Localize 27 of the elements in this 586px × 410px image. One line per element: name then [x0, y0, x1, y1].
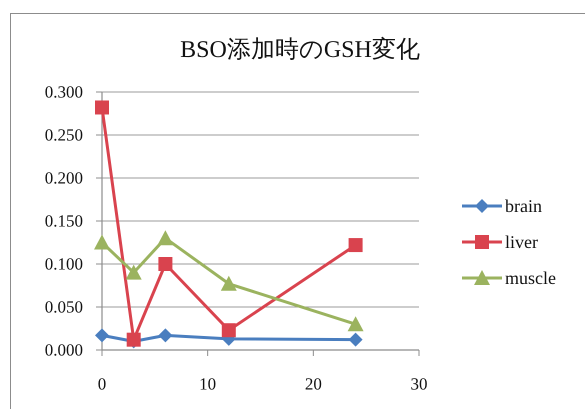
y-tick-label: 0.150	[44, 212, 83, 230]
point	[348, 238, 363, 252]
point	[157, 230, 174, 246]
point	[220, 276, 237, 291]
legend-label: liver	[505, 232, 538, 252]
x-tick-label: 10	[199, 374, 216, 394]
x-tick-label: 0	[98, 374, 106, 394]
point	[95, 100, 109, 114]
y-tick-label: 0.050	[44, 298, 83, 316]
y-tick-label: 0.200	[44, 168, 83, 188]
point	[158, 328, 172, 342]
chart-title: BSO添加時のGSH変化	[180, 36, 420, 63]
point	[126, 264, 142, 280]
point	[158, 257, 172, 271]
point	[95, 328, 109, 342]
point	[222, 323, 236, 338]
legend-label: muscle	[505, 268, 556, 288]
point	[348, 332, 363, 347]
y-tick-label: 0.000	[44, 340, 83, 360]
y-tick-label: 0.300	[44, 82, 83, 102]
point	[348, 316, 364, 332]
y-tick-label: 0.100	[44, 254, 83, 274]
x-tick-label: 20	[304, 374, 322, 394]
y-tick-label: 0.250	[44, 126, 83, 144]
point	[94, 234, 110, 250]
x-tick-label: 30	[410, 374, 428, 394]
legend-label: brain	[505, 196, 542, 216]
